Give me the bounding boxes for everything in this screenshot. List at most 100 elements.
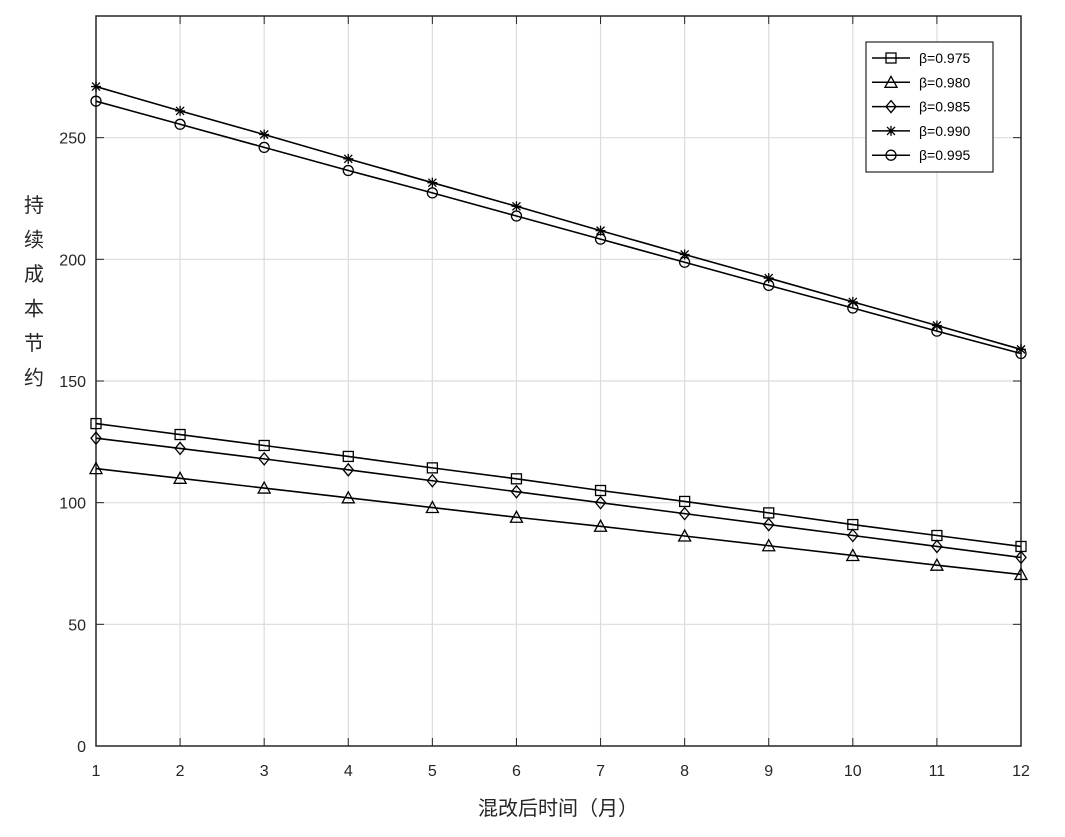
x-tick-label: 5 bbox=[428, 763, 437, 780]
y-tick-label: 150 bbox=[59, 374, 86, 391]
data-point-square bbox=[426, 462, 439, 474]
y-tick-label: 100 bbox=[59, 496, 86, 513]
data-point-asterisk bbox=[343, 153, 354, 164]
x-tick-label: 1 bbox=[92, 763, 101, 780]
data-point-triangle bbox=[593, 518, 608, 532]
y-axis-label-char: 本 bbox=[24, 297, 44, 321]
legend-item: β=0.995 bbox=[872, 147, 970, 163]
x-tick-label: 7 bbox=[596, 763, 605, 780]
data-point-asterisk bbox=[1016, 344, 1026, 355]
series-5 bbox=[90, 95, 1027, 360]
data-point-diamond bbox=[1015, 550, 1027, 565]
y-tick-label: 0 bbox=[77, 739, 86, 756]
legend-label: β=0.995 bbox=[919, 147, 970, 163]
series-line bbox=[95, 85, 1022, 351]
data-point-triangle bbox=[845, 548, 860, 562]
legend-item: β=0.980 bbox=[872, 74, 970, 90]
data-point-triangle bbox=[341, 490, 356, 504]
data-point-diamond bbox=[846, 528, 859, 543]
data-point-diamond bbox=[426, 473, 439, 488]
data-point-circle bbox=[1015, 347, 1027, 360]
data-point-circle bbox=[510, 210, 523, 222]
data-point-triangle bbox=[172, 470, 188, 484]
legend-label: β=0.980 bbox=[919, 74, 970, 90]
data-point-circle bbox=[678, 256, 691, 268]
data-point-diamond bbox=[342, 462, 355, 477]
x-tick-label: 2 bbox=[176, 763, 185, 780]
x-tick-label: 4 bbox=[344, 763, 353, 780]
data-point-square bbox=[90, 417, 102, 430]
y-axis-label-char: 续 bbox=[24, 228, 44, 252]
y-tick-label: 50 bbox=[68, 617, 86, 634]
x-tick-label: 6 bbox=[512, 763, 521, 780]
data-point-diamond bbox=[762, 517, 775, 532]
series-line bbox=[95, 467, 1022, 576]
legend: β=0.975 β=0.980 β=0.985 β=0.990 β=0.995 bbox=[865, 41, 994, 173]
y-axis-label-char: 节 bbox=[24, 331, 44, 355]
data-point-asterisk bbox=[847, 296, 858, 307]
data-point-square bbox=[885, 52, 897, 64]
data-point-square bbox=[594, 484, 607, 497]
data-point-square bbox=[258, 439, 270, 452]
data-point-diamond bbox=[90, 431, 102, 446]
legend-label: β=0.985 bbox=[919, 99, 970, 115]
data-point-circle bbox=[426, 187, 439, 199]
data-point-triangle bbox=[1013, 567, 1029, 581]
data-point-circle bbox=[763, 279, 775, 292]
data-point-triangle bbox=[761, 538, 776, 552]
data-point-diamond bbox=[885, 99, 897, 114]
data-point-diamond bbox=[174, 441, 186, 456]
data-point-circle bbox=[174, 118, 186, 130]
data-point-diamond bbox=[931, 539, 943, 554]
data-point-diamond bbox=[678, 506, 691, 521]
data-point-asterisk bbox=[763, 273, 774, 284]
legend-item: β=0.975 bbox=[872, 50, 970, 66]
x-tick-label: 10 bbox=[844, 763, 862, 780]
data-point-circle bbox=[931, 325, 943, 337]
legend-item: β=0.985 bbox=[872, 99, 970, 115]
data-point-diamond bbox=[594, 495, 607, 510]
data-point-circle bbox=[847, 302, 859, 314]
data-point-triangle bbox=[509, 509, 524, 523]
data-point-triangle bbox=[425, 500, 440, 514]
data-point-square bbox=[342, 450, 354, 463]
data-point-circle bbox=[258, 141, 270, 154]
x-tick-label: 8 bbox=[680, 763, 689, 780]
data-point-square bbox=[510, 473, 523, 485]
grid bbox=[96, 16, 1021, 746]
series-group bbox=[88, 81, 1029, 581]
data-point-asterisk bbox=[175, 105, 186, 116]
data-point-circle bbox=[90, 95, 102, 107]
series-2 bbox=[88, 461, 1029, 581]
y-axis-label-char: 约 bbox=[24, 366, 44, 390]
data-point-asterisk bbox=[259, 129, 270, 140]
data-point-circle bbox=[594, 233, 607, 245]
legend-label: β=0.975 bbox=[919, 50, 970, 66]
data-point-diamond bbox=[510, 484, 523, 499]
data-point-asterisk bbox=[511, 201, 522, 212]
data-point-diamond bbox=[258, 451, 271, 466]
x-tick-label: 3 bbox=[260, 763, 269, 780]
x-tick-label: 12 bbox=[1012, 763, 1030, 780]
data-point-asterisk bbox=[886, 125, 896, 136]
data-point-triangle bbox=[883, 74, 899, 88]
legend-label: β=0.990 bbox=[919, 123, 970, 139]
x-tick-label: 11 bbox=[929, 763, 946, 780]
y-tick-label: 250 bbox=[59, 131, 86, 148]
legend-item: β=0.990 bbox=[872, 123, 970, 139]
data-point-circle bbox=[342, 164, 354, 177]
data-point-asterisk bbox=[595, 225, 606, 236]
data-point-triangle bbox=[677, 528, 692, 542]
x-axis-label: 混改后时间（月） bbox=[478, 796, 638, 820]
y-tick-label: 200 bbox=[59, 252, 86, 269]
data-point-square bbox=[174, 428, 186, 441]
data-point-triangle bbox=[257, 480, 272, 494]
series-line bbox=[95, 100, 1022, 355]
data-point-asterisk bbox=[679, 249, 690, 260]
x-tick-label: 9 bbox=[764, 763, 773, 780]
data-point-circle bbox=[885, 149, 897, 161]
series-line bbox=[95, 437, 1022, 559]
data-point-square bbox=[678, 495, 691, 508]
